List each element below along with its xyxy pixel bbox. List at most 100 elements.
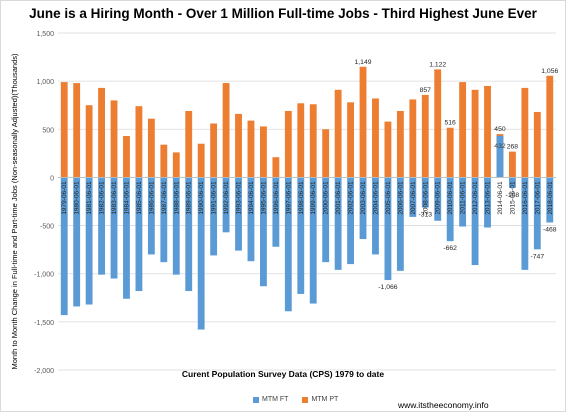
bar-pt xyxy=(421,94,429,178)
bar-pt xyxy=(160,144,168,178)
bar-ft xyxy=(309,177,317,304)
bar-ft xyxy=(60,177,68,316)
chart-title: June is a Hiring Month - Over 1 Million … xyxy=(29,6,537,21)
bar-ft xyxy=(446,177,454,242)
x-tick-label: 2001-06-01 xyxy=(335,181,342,215)
y-axis-label: Month to Month Change in Full-time and P… xyxy=(10,53,19,369)
data-label: 450 xyxy=(494,126,506,133)
x-tick-label: 1984-06-01 xyxy=(123,181,130,215)
legend-item-pt: MTM PT xyxy=(302,396,338,403)
bar-pt xyxy=(60,82,68,178)
x-tick-label: 1996-06-01 xyxy=(273,181,280,215)
data-label: -662 xyxy=(443,245,457,252)
x-tick-label: 1994-06-01 xyxy=(248,181,255,215)
y-tick-label: -2,000 xyxy=(34,368,54,375)
x-tick-label: 1989-06-01 xyxy=(186,181,193,215)
x-tick-label: 2013-06-01 xyxy=(485,181,492,215)
data-label: 1,149 xyxy=(355,59,372,66)
bar-pt xyxy=(172,152,180,178)
bar-pt xyxy=(260,126,267,178)
x-tick-label: 1999-06-01 xyxy=(310,181,317,215)
bar-ft xyxy=(396,177,404,271)
bar-ft xyxy=(546,177,554,223)
bar-ft xyxy=(197,177,205,330)
bar-ft xyxy=(372,177,379,255)
y-tick-label: -1,500 xyxy=(34,320,54,327)
x-tick-label: 2014-06-01 xyxy=(497,181,504,215)
bar-pt xyxy=(110,100,118,178)
bar-pt xyxy=(347,102,354,178)
bar-pt xyxy=(123,136,130,178)
bar-pt xyxy=(533,111,541,178)
x-tick-label: 1997-06-01 xyxy=(285,181,292,215)
data-label: 432 xyxy=(494,143,506,150)
x-tick-label: 2016-06-01 xyxy=(522,181,529,215)
bar-pt xyxy=(509,151,516,178)
x-tick-label: 2018-06-01 xyxy=(547,181,554,215)
bar-ft xyxy=(496,135,504,178)
bar-ft xyxy=(85,177,93,305)
bar-pt xyxy=(85,105,93,178)
x-tick-label: 1983-06-01 xyxy=(111,181,118,215)
data-label: -313 xyxy=(418,212,432,219)
bar-pt xyxy=(521,87,529,178)
data-label: -108 xyxy=(506,192,520,199)
y-tick-label: -1,000 xyxy=(34,272,54,279)
bar-pt xyxy=(384,121,392,178)
x-tick-label: 2005-06-01 xyxy=(385,181,392,215)
bar-ft xyxy=(384,177,392,281)
x-tick-label: 2004-06-01 xyxy=(372,181,379,215)
x-tick-label: 1987-06-01 xyxy=(161,181,168,215)
bar-ft xyxy=(484,177,491,228)
x-tick-label: 2010-06-01 xyxy=(447,181,454,215)
data-label: 516 xyxy=(445,120,457,127)
x-tick-label: 2006-06-01 xyxy=(397,181,404,215)
legend: MTM FT MTM PT xyxy=(253,396,338,403)
bar-pt xyxy=(546,75,554,178)
bar-ft xyxy=(135,177,143,292)
x-tick-label: 1998-06-01 xyxy=(298,181,305,215)
bar-pt xyxy=(135,106,143,178)
data-label: 1,056 xyxy=(541,68,558,75)
data-label: 268 xyxy=(507,144,519,151)
x-tick-label: 2002-06-01 xyxy=(348,181,355,215)
bar-ft xyxy=(284,177,292,312)
bar-pt xyxy=(484,85,491,178)
bar-pt xyxy=(297,103,305,178)
bar-ft xyxy=(471,177,479,266)
bar-ft xyxy=(434,177,442,221)
bar-pt xyxy=(98,87,105,178)
x-tick-label: 2011-06-01 xyxy=(460,181,467,214)
x-tick-label: 1980-06-01 xyxy=(74,181,81,215)
data-label: -468 xyxy=(543,226,557,233)
data-label: 857 xyxy=(420,87,432,94)
source-credit: www.itstheeconomy.info xyxy=(398,400,489,410)
bar-ft xyxy=(210,177,218,256)
bar-ft xyxy=(185,177,193,292)
bar-ft xyxy=(172,177,180,275)
bar-pt xyxy=(284,110,292,178)
bar-pt xyxy=(147,118,155,178)
bar-ft xyxy=(110,177,118,279)
x-tick-label: 2009-06-01 xyxy=(435,181,442,215)
bar-ft xyxy=(509,177,516,188)
x-tick-label: 1981-06-01 xyxy=(86,181,93,215)
bar-ft xyxy=(334,177,342,270)
bar-ft xyxy=(322,177,330,263)
bar-ft xyxy=(260,177,267,287)
bar-ft xyxy=(98,177,105,275)
y-tick-label: 500 xyxy=(42,127,54,134)
x-tick-label: 1986-06-01 xyxy=(148,181,155,215)
bar-pt xyxy=(334,89,342,178)
bar-pt xyxy=(446,127,454,178)
bar-pt xyxy=(73,83,81,178)
bar-ft xyxy=(222,177,230,233)
legend-label-ft: MTM FT xyxy=(262,396,289,403)
data-label: -747 xyxy=(531,253,545,260)
bar-pt xyxy=(409,99,417,178)
bar-ft xyxy=(123,177,130,299)
bar-pt xyxy=(434,69,442,178)
legend-swatch-pt xyxy=(302,396,309,403)
bar-pt xyxy=(322,129,330,178)
bar-pt xyxy=(471,89,479,178)
